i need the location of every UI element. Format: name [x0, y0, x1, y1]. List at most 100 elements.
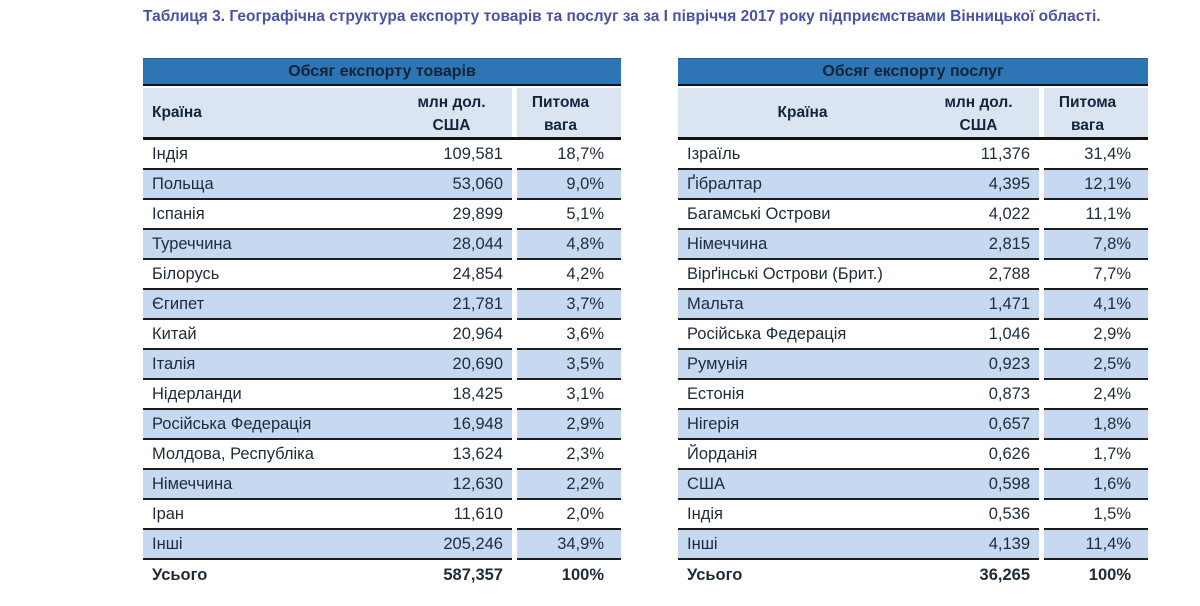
- table-row: Ґібралтар 4,395 12,1%: [678, 170, 1148, 200]
- country-cell: Італія: [152, 354, 196, 373]
- value-cell: 24,854: [452, 264, 503, 283]
- share-cell: 11,1%: [1044, 200, 1148, 230]
- column-separator: [1039, 320, 1044, 350]
- column-separator: [1039, 560, 1044, 590]
- table-row: Італія 20,690 3,5%: [143, 350, 621, 380]
- column-header-value-line2: США: [959, 117, 998, 134]
- table-row: Інші 205,246 34,9%: [143, 530, 621, 560]
- table-row: Інші 4,139 11,4%: [678, 530, 1148, 560]
- table-row: Російська Федерація 1,046 2,9%: [678, 320, 1148, 350]
- value-cell: 0,923: [988, 354, 1030, 373]
- share-cell: 2,3%: [517, 440, 621, 470]
- share-cell: 3,5%: [517, 350, 621, 380]
- share-cell: 11,4%: [1044, 530, 1148, 560]
- value-cell: 11,376: [980, 144, 1030, 163]
- total-share-cell: 100%: [1044, 560, 1148, 590]
- share-cell: 4,2%: [517, 260, 621, 290]
- services-total-row: Усього 36,265 100%: [678, 560, 1148, 590]
- column-separator: [512, 500, 517, 530]
- share-cell: 5,1%: [517, 200, 621, 230]
- column-separator: [512, 410, 517, 440]
- share-cell: 1,8%: [1044, 410, 1148, 440]
- total-share-cell: 100%: [517, 560, 621, 590]
- column-header-value: млн дол. США: [927, 88, 1039, 137]
- country-cell: Вірґінські Острови (Брит.): [687, 264, 883, 283]
- table-row: Єгипет 21,781 3,7%: [143, 290, 621, 320]
- value-cell: 20,964: [452, 324, 503, 343]
- value-cell: 4,022: [988, 204, 1030, 223]
- country-cell: Інші: [687, 534, 718, 553]
- table-row: Іспанія 29,899 5,1%: [143, 200, 621, 230]
- goods-export-table: Обсяг експорту товарів Країна млн дол. С…: [143, 58, 621, 590]
- column-separator: [512, 530, 517, 560]
- table-row: Багамські Острови 4,022 11,1%: [678, 200, 1148, 230]
- share-cell: 31,4%: [1044, 140, 1148, 170]
- table-row: Індія 109,581 18,7%: [143, 140, 621, 170]
- column-separator: [512, 470, 517, 500]
- column-separator: [1039, 88, 1044, 137]
- column-header-value-line2: США: [432, 117, 471, 134]
- share-cell: 4,8%: [517, 230, 621, 260]
- services-column-header-row: Країна млн дол. США Питома вага: [678, 86, 1148, 140]
- services-table-rows: Ізраїль 11,376 31,4% Ґібралтар 4,395 12,1% Баг…: [678, 140, 1148, 560]
- column-separator: [512, 260, 517, 290]
- value-cell: 0,536: [988, 504, 1030, 523]
- country-cell: Інші: [152, 534, 183, 553]
- column-header-value: млн дол. США: [400, 88, 512, 137]
- column-separator: [512, 230, 517, 260]
- services-table-title: Обсяг експорту послуг: [678, 58, 1148, 86]
- tables-container: Обсяг експорту товарів Країна млн дол. С…: [143, 58, 1148, 590]
- value-cell: 28,044: [452, 234, 503, 253]
- country-cell: Російська Федерація: [687, 324, 847, 343]
- column-header-value-line1: млн дол.: [417, 94, 486, 111]
- column-separator: [1039, 410, 1044, 440]
- table-row: Румунія 0,923 2,5%: [678, 350, 1148, 380]
- column-separator: [512, 290, 517, 320]
- value-cell: 1,471: [988, 294, 1030, 313]
- table-row: Туреччина 28,044 4,8%: [143, 230, 621, 260]
- value-cell: 20,690: [452, 354, 503, 373]
- share-cell: 12,1%: [1044, 170, 1148, 200]
- table-row: Естонія 0,873 2,4%: [678, 380, 1148, 410]
- share-cell: 3,6%: [517, 320, 621, 350]
- column-separator: [1039, 500, 1044, 530]
- table-row: Німеччина 2,815 7,8%: [678, 230, 1148, 260]
- total-value-cell: 587,357: [443, 565, 503, 584]
- column-separator: [512, 440, 517, 470]
- column-separator: [1039, 290, 1044, 320]
- country-cell: Нігерія: [687, 414, 740, 433]
- country-cell: Іспанія: [152, 204, 205, 223]
- table-row: Вірґінські Острови (Брит.) 2,788 7,7%: [678, 260, 1148, 290]
- goods-table-title: Обсяг експорту товарів: [143, 58, 621, 86]
- table-row: Молдова, Республіка 13,624 2,3%: [143, 440, 621, 470]
- country-cell: Іран: [152, 504, 185, 523]
- value-cell: 109,581: [443, 144, 503, 163]
- share-cell: 7,7%: [1044, 260, 1148, 290]
- total-value-cell: 36,265: [979, 565, 1030, 584]
- table-row: Ізраїль 11,376 31,4%: [678, 140, 1148, 170]
- share-cell: 34,9%: [517, 530, 621, 560]
- total-label-cell: Усього: [687, 565, 743, 584]
- share-cell: 2,2%: [517, 470, 621, 500]
- table-caption: Таблиця 3. Географічна структура експорт…: [143, 8, 1101, 25]
- column-separator: [1039, 350, 1044, 380]
- column-separator: [512, 560, 517, 590]
- country-cell: Ізраїль: [687, 144, 741, 163]
- country-cell: Індія: [687, 504, 723, 523]
- value-cell: 12,630: [452, 474, 503, 493]
- column-separator: [1039, 530, 1044, 560]
- column-header-share: Питома вага: [517, 88, 621, 137]
- share-cell: 2,9%: [517, 410, 621, 440]
- table-row: Китай 20,964 3,6%: [143, 320, 621, 350]
- table-row: Білорусь 24,854 4,2%: [143, 260, 621, 290]
- share-cell: 2,5%: [1044, 350, 1148, 380]
- country-cell: Російська Федерація: [152, 414, 312, 433]
- goods-table-rows: Індія 109,581 18,7% Польща 53,060 9,0% Іспанія…: [143, 140, 621, 560]
- share-cell: 7,8%: [1044, 230, 1148, 260]
- table-row: Індія 0,536 1,5%: [678, 500, 1148, 530]
- share-cell: 2,0%: [517, 500, 621, 530]
- column-separator: [1039, 200, 1044, 230]
- value-cell: 0,598: [988, 474, 1030, 493]
- value-cell: 18,425: [452, 384, 503, 403]
- table-row: Нідерланди 18,425 3,1%: [143, 380, 621, 410]
